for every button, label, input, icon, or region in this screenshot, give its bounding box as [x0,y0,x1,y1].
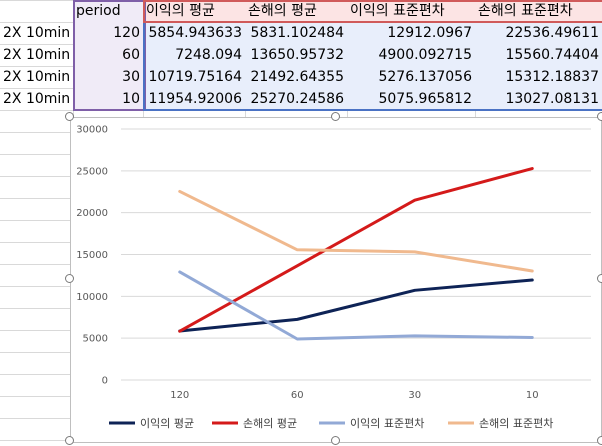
cell-loss-stdev[interactable]: 13027.08131 [475,88,602,110]
series-line-3[interactable] [178,189,534,273]
cell-period[interactable]: 30 [73,66,143,88]
cell-profit-stdev[interactable]: 5075.965812 [347,88,475,110]
cell-profit-stdev[interactable]: 12912.0967 [347,22,475,44]
y-tick-label: 25000 [76,166,108,177]
cell-profit-mean[interactable]: 7248.094 [143,44,245,66]
chart-plot: 0 5000 10000 15000 20000 25000 30000 120 60 30 10… [76,125,591,430]
y-tick-label: 5000 [83,334,108,345]
cell-profit-stdev[interactable]: 4900.092715 [347,44,475,66]
header-loss-stdev[interactable]: 손해의 표준편차 [475,0,602,22]
cell-period[interactable]: 10 [73,88,143,110]
header-period[interactable]: period [73,0,143,22]
legend-label: 이익의 표준편차 [350,417,424,430]
x-tick-label: 30 [408,390,421,401]
y-tick-label: 0 [102,376,108,387]
cell-loss-mean[interactable]: 21492.64355 [245,66,347,88]
chart-resize-handle[interactable] [331,112,340,121]
cell-period[interactable]: 60 [73,44,143,66]
cell-profit-mean[interactable]: 10719.75164 [143,66,245,88]
legend-label: 손해의 표준편차 [479,416,553,430]
row-label[interactable]: 2X 10min [3,25,71,41]
chart-resize-handle[interactable] [65,274,74,283]
cell-profit-stdev[interactable]: 5276.137056 [347,66,475,88]
cell-profit-mean[interactable]: 11954.92006 [143,88,245,110]
row-label[interactable]: 2X 10min [3,91,71,107]
y-tick-label: 20000 [76,208,108,219]
chart-resize-handle[interactable] [65,112,74,121]
chart-resize-handle[interactable] [597,436,602,445]
header-profit-mean[interactable]: 이익의 평균 [143,0,245,22]
y-tick-label: 15000 [76,250,108,261]
x-tick-label: 60 [291,390,304,401]
values-range-selection [143,23,602,111]
cell-loss-stdev[interactable]: 22536.49611 [475,22,602,44]
row-label[interactable]: 2X 10min [3,47,71,63]
chart-resize-handle[interactable] [65,436,74,445]
x-tick-label: 10 [526,390,539,401]
header-profit-stdev[interactable]: 이익의 표준편차 [347,0,475,22]
cell-loss-stdev[interactable]: 15312.18837 [475,66,602,88]
legend-label: 이익의 평균 [140,417,194,430]
chart-resize-handle[interactable] [331,436,340,445]
y-tick-label: 10000 [76,292,108,303]
line-chart[interactable]: 0 5000 10000 15000 20000 25000 30000 120 60 30 10… [70,117,602,443]
legend-label: 손해의 평균 [243,416,297,430]
cell-profit-mean[interactable]: 5854.943633 [143,22,245,44]
cell-loss-stdev[interactable]: 15560.74404 [475,44,602,66]
period-range-selection [73,0,146,111]
cell-loss-mean[interactable]: 5831.102484 [245,22,347,44]
series-line-1[interactable] [178,167,534,333]
chart-resize-handle[interactable] [597,112,602,121]
header-loss-mean[interactable]: 손해의 평균 [245,0,347,22]
x-tick-label: 120 [170,390,189,401]
series-line-0[interactable] [178,278,534,333]
series-line-2[interactable] [178,270,534,341]
y-tick-label: 30000 [76,125,108,136]
chart-resize-handle[interactable] [597,274,602,283]
cell-period[interactable]: 120 [73,22,143,44]
series-name-range-selection [143,0,602,23]
row-label[interactable]: 2X 10min [3,69,71,85]
cell-loss-mean[interactable]: 25270.24586 [245,88,347,110]
cell-loss-mean[interactable]: 13650.95732 [245,44,347,66]
